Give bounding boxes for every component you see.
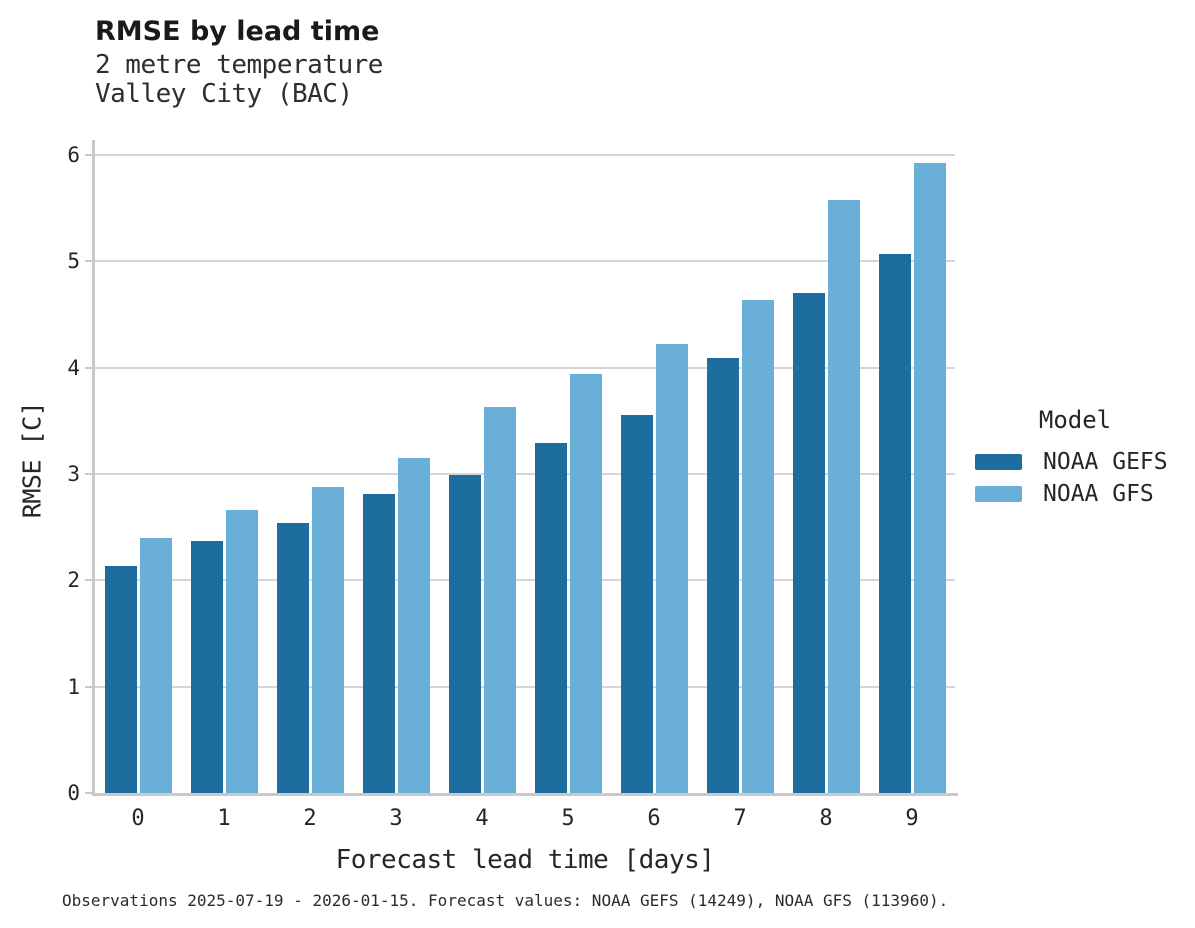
gridline-y-3 — [95, 472, 955, 475]
legend: Model NOAA GEFS NOAA GFS — [975, 406, 1175, 518]
bar-noaa-gfs-day-8 — [827, 199, 860, 793]
bar-noaa-gfs-day-3 — [397, 457, 430, 793]
chart-title: RMSE by lead time — [95, 16, 380, 47]
y-tick-mark-6 — [85, 153, 92, 156]
y-tick-label-5: 5 — [67, 249, 80, 274]
legend-title: Model — [1038, 406, 1112, 434]
x-tick-label-4: 4 — [475, 806, 489, 831]
gridline-y-4 — [95, 366, 955, 369]
bar-noaa-gfs-day-4 — [483, 406, 516, 793]
bar-noaa-gfs-day-0 — [139, 537, 172, 793]
legend-rows: NOAA GEFS NOAA GFS — [975, 449, 1175, 507]
chart-subtitle-variable: 2 metre temperature — [95, 50, 383, 80]
bar-noaa-gfs-day-7 — [741, 299, 774, 793]
x-tick-label-8: 8 — [819, 806, 833, 831]
x-tick-label-5: 5 — [561, 806, 575, 831]
y-axis-line — [92, 140, 95, 796]
chart-caption: Observations 2025-07-19 - 2026-01-15. Fo… — [62, 891, 949, 910]
gridline-y-6 — [95, 153, 955, 156]
y-tick-mark-5 — [85, 260, 92, 263]
x-tick-label-3: 3 — [389, 806, 403, 831]
x-axis-title: Forecast lead time [days] — [335, 845, 715, 875]
y-tick-label-2: 2 — [67, 568, 80, 593]
y-tick-label-1: 1 — [67, 674, 80, 699]
x-tick-label-2: 2 — [303, 806, 317, 831]
legend-swatch-icon — [975, 454, 1022, 470]
x-axis-line — [92, 793, 958, 796]
y-tick-mark-1 — [85, 685, 92, 688]
x-tick-label-0: 0 — [131, 806, 145, 831]
bar-noaa-gfs-day-2 — [311, 486, 344, 793]
legend-label: NOAA GFS — [1043, 481, 1154, 507]
bar-noaa-gefs-day-6 — [620, 415, 653, 793]
bar-noaa-gfs-day-5 — [569, 373, 602, 793]
bar-noaa-gefs-day-0 — [104, 566, 137, 793]
x-tick-label-6: 6 — [647, 806, 661, 831]
y-tick-label-3: 3 — [67, 461, 80, 486]
bar-noaa-gefs-day-3 — [362, 494, 395, 793]
y-tick-label-4: 4 — [67, 355, 80, 380]
plot-panel — [95, 140, 955, 793]
y-tick-mark-4 — [85, 366, 92, 369]
x-tick-label-1: 1 — [217, 806, 231, 831]
bar-noaa-gefs-day-5 — [534, 443, 567, 793]
legend-swatch-icon — [975, 486, 1022, 502]
gridline-y-2 — [95, 579, 955, 582]
bar-noaa-gfs-day-1 — [225, 510, 258, 793]
y-tick-mark-2 — [85, 579, 92, 582]
bar-noaa-gfs-day-6 — [655, 344, 688, 793]
bar-noaa-gfs-day-9 — [913, 163, 946, 793]
legend-label: NOAA GEFS — [1043, 449, 1168, 475]
x-tick-label-9: 9 — [905, 806, 919, 831]
x-tick-label-7: 7 — [733, 806, 747, 831]
y-tick-label-6: 6 — [67, 142, 80, 167]
gridline-y-5 — [95, 260, 955, 263]
legend-item-noaa-gefs: NOAA GEFS — [975, 449, 1175, 475]
bar-noaa-gefs-day-2 — [276, 522, 309, 793]
bar-noaa-gefs-day-4 — [448, 475, 481, 793]
y-tick-label-0: 0 — [67, 781, 80, 805]
y-tick-mark-0 — [85, 792, 92, 794]
bar-noaa-gefs-day-8 — [792, 293, 825, 793]
gridline-y-1 — [95, 685, 955, 688]
bar-noaa-gefs-day-1 — [190, 540, 223, 793]
bar-noaa-gefs-day-9 — [878, 253, 911, 793]
chart-subtitle-station: Valley City (BAC) — [95, 79, 353, 109]
y-tick-mark-3 — [85, 472, 92, 475]
legend-item-noaa-gfs: NOAA GFS — [975, 481, 1175, 507]
bar-noaa-gefs-day-7 — [706, 358, 739, 793]
